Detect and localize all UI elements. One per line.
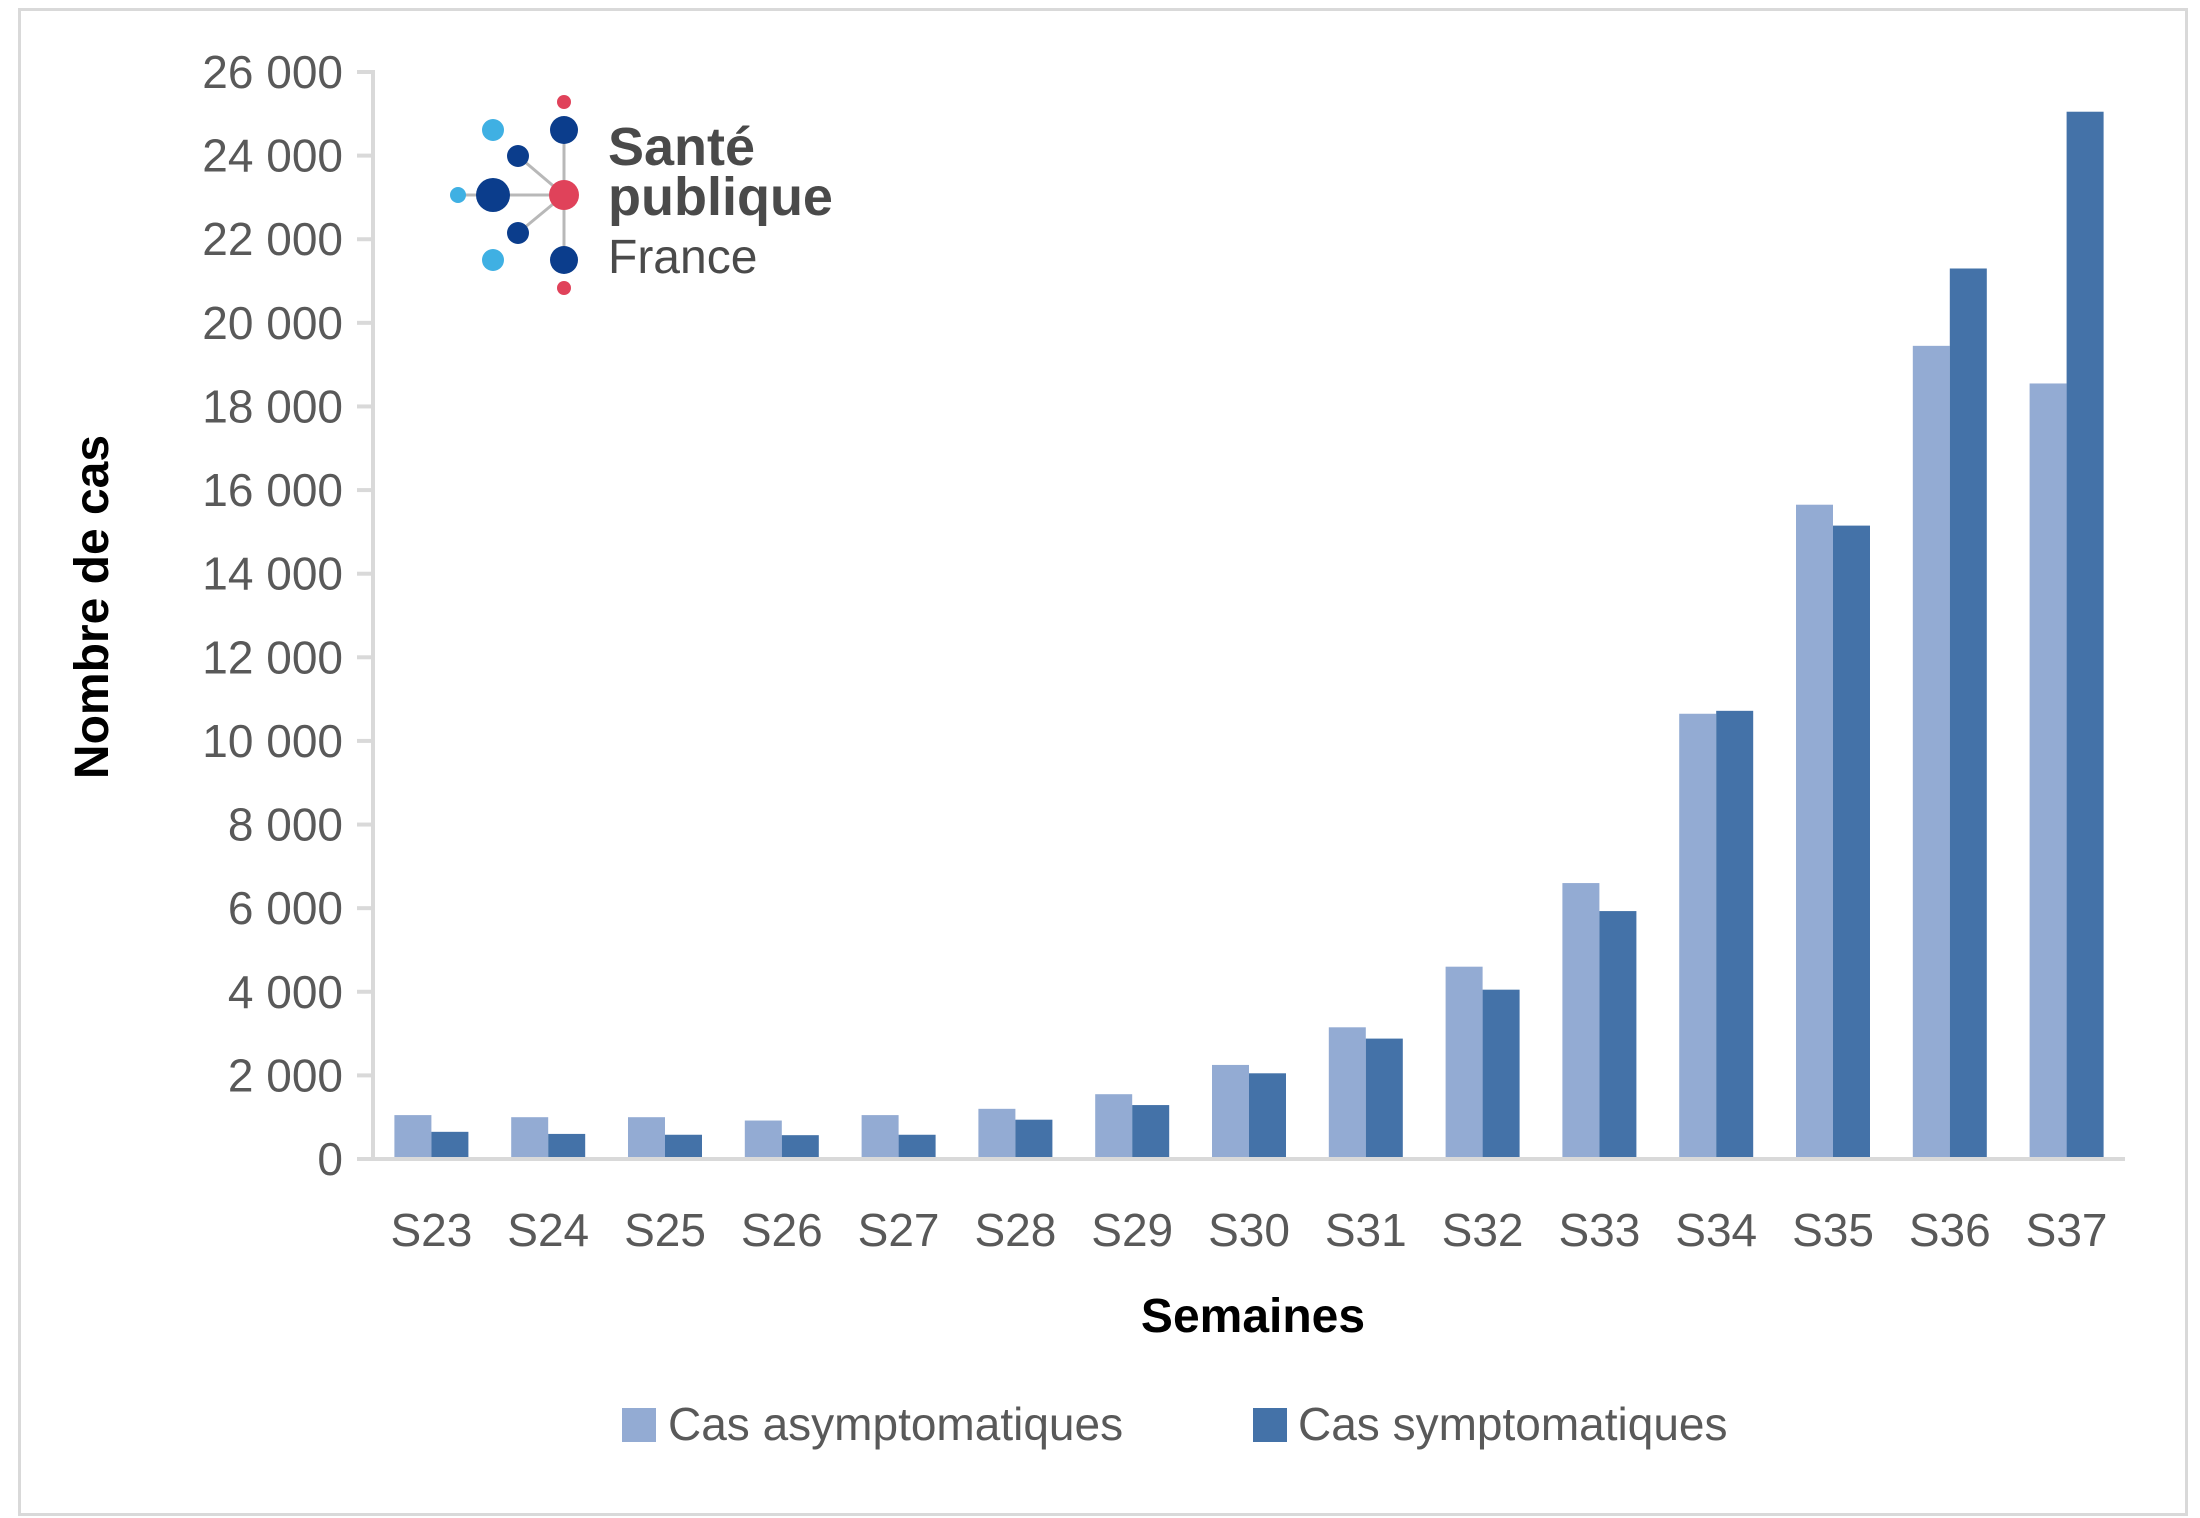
logo-dot <box>507 222 529 244</box>
logo-dot <box>550 246 578 274</box>
y-tick-label: 10 000 <box>202 715 343 767</box>
legend: Cas asymptomatiques Cas symptomatiques <box>622 1398 1728 1450</box>
legend-label-symptomatiques: Cas symptomatiques <box>1298 1398 1728 1450</box>
bar-asymptomatiques-s23 <box>394 1115 432 1159</box>
y-tick-label: 22 000 <box>202 213 343 265</box>
bar-symptomatiques-s32 <box>1482 989 1520 1159</box>
bar-symptomatiques-s25 <box>665 1134 702 1159</box>
x-tick-label: S34 <box>1675 1204 1757 1256</box>
bar-asymptomatiques-s33 <box>1562 883 1600 1159</box>
y-tick-label: 8 000 <box>228 799 343 851</box>
x-tick-label: S27 <box>858 1204 940 1256</box>
y-axis-ticks: 0 2 000 4 000 6 000 8 000 10 000 12 000 14 000 1… <box>202 46 373 1185</box>
bar-symptomatiques-s35 <box>1833 525 1870 1159</box>
y-tick-label: 16 000 <box>202 464 343 516</box>
logo-dot <box>482 249 504 271</box>
bar-asymptomatiques-s32 <box>1445 966 1483 1159</box>
x-tick-label: S31 <box>1325 1204 1407 1256</box>
x-tick-label: S26 <box>741 1204 823 1256</box>
x-axis-title: Semaines <box>1141 1290 1365 1343</box>
bars <box>394 111 2104 1160</box>
x-tick-label: S29 <box>1091 1204 1173 1256</box>
y-tick-label: 24 000 <box>202 130 343 182</box>
x-tick-label: S32 <box>1442 1204 1524 1256</box>
y-axis-title: Nombre de cas <box>66 435 119 779</box>
sante-publique-france-logo: Santé publique France <box>450 95 833 295</box>
bar-asymptomatiques-s24 <box>511 1117 549 1159</box>
bar-symptomatiques-s31 <box>1365 1038 1403 1159</box>
y-tick-label: 2 000 <box>228 1049 343 1101</box>
y-tick-label: 12 000 <box>202 631 343 683</box>
legend-swatch-asymptomatiques <box>622 1408 656 1442</box>
bar-symptomatiques-s27 <box>898 1134 936 1159</box>
logo-dot <box>549 180 579 210</box>
bar-asymptomatiques-s25 <box>628 1117 665 1159</box>
bar-symptomatiques-s24 <box>548 1133 586 1159</box>
y-tick-label: 14 000 <box>202 548 343 600</box>
logo-dot <box>557 95 571 109</box>
logo-dot <box>550 116 578 144</box>
x-tick-label: S36 <box>1909 1204 1991 1256</box>
bar-symptomatiques-s29 <box>1132 1105 1170 1159</box>
x-tick-label: S24 <box>507 1204 589 1256</box>
logo-dot <box>482 119 504 141</box>
bar-symptomatiques-s34 <box>1716 710 1754 1159</box>
x-tick-label: S35 <box>1792 1204 1874 1256</box>
x-tick-label: S30 <box>1208 1204 1290 1256</box>
bar-asymptomatiques-s27 <box>861 1115 899 1159</box>
bar-asymptomatiques-s29 <box>1095 1094 1133 1159</box>
x-tick-label: S33 <box>1558 1204 1640 1256</box>
bar-asymptomatiques-s31 <box>1328 1027 1366 1159</box>
logo-line1: Santé <box>608 117 755 177</box>
logo-dot <box>476 178 510 212</box>
y-tick-label: 6 000 <box>228 882 343 934</box>
bar-symptomatiques-s30 <box>1249 1073 1286 1159</box>
y-tick-label: 18 000 <box>202 380 343 432</box>
logo-line3: France <box>608 231 757 284</box>
bar-asymptomatiques-s35 <box>1796 504 1833 1160</box>
bar-asymptomatiques-s30 <box>1212 1064 1249 1159</box>
y-tick-label: 26 000 <box>202 46 343 98</box>
bar-symptomatiques-s26 <box>781 1135 819 1159</box>
logo-dot <box>507 145 529 167</box>
x-tick-label: S37 <box>2026 1204 2108 1256</box>
bar-symptomatiques-s23 <box>431 1131 469 1159</box>
bar-asymptomatiques-s37 <box>2029 383 2067 1160</box>
bar-asymptomatiques-s26 <box>744 1120 782 1159</box>
y-tick-label: 0 <box>317 1133 343 1185</box>
bar-asymptomatiques-s36 <box>1912 345 1950 1159</box>
bar-symptomatiques-s36 <box>1949 268 1987 1159</box>
bar-symptomatiques-s33 <box>1599 911 1637 1159</box>
logo-dot <box>450 187 466 203</box>
bar-asymptomatiques-s28 <box>978 1108 1016 1159</box>
bar-symptomatiques-s28 <box>1015 1119 1053 1159</box>
bar-asymptomatiques-s34 <box>1679 713 1717 1159</box>
logo-line2: publique <box>608 167 833 227</box>
y-tick-label: 20 000 <box>202 297 343 349</box>
x-axis-ticks: S23 S24 S25 S26 S27 S28 S29 S30 S31 S32 S33 S34 S35 S… <box>390 1204 2107 1256</box>
legend-label-asymptomatiques: Cas asymptomatiques <box>668 1398 1123 1450</box>
logo-dot <box>557 281 571 295</box>
x-tick-label: S23 <box>390 1204 472 1256</box>
x-tick-label: S25 <box>624 1204 706 1256</box>
y-tick-label: 4 000 <box>228 966 343 1018</box>
bar-symptomatiques-s37 <box>2066 111 2104 1160</box>
legend-swatch-symptomatiques <box>1253 1408 1287 1442</box>
logo-mark-icon <box>450 95 579 295</box>
x-tick-label: S28 <box>974 1204 1056 1256</box>
